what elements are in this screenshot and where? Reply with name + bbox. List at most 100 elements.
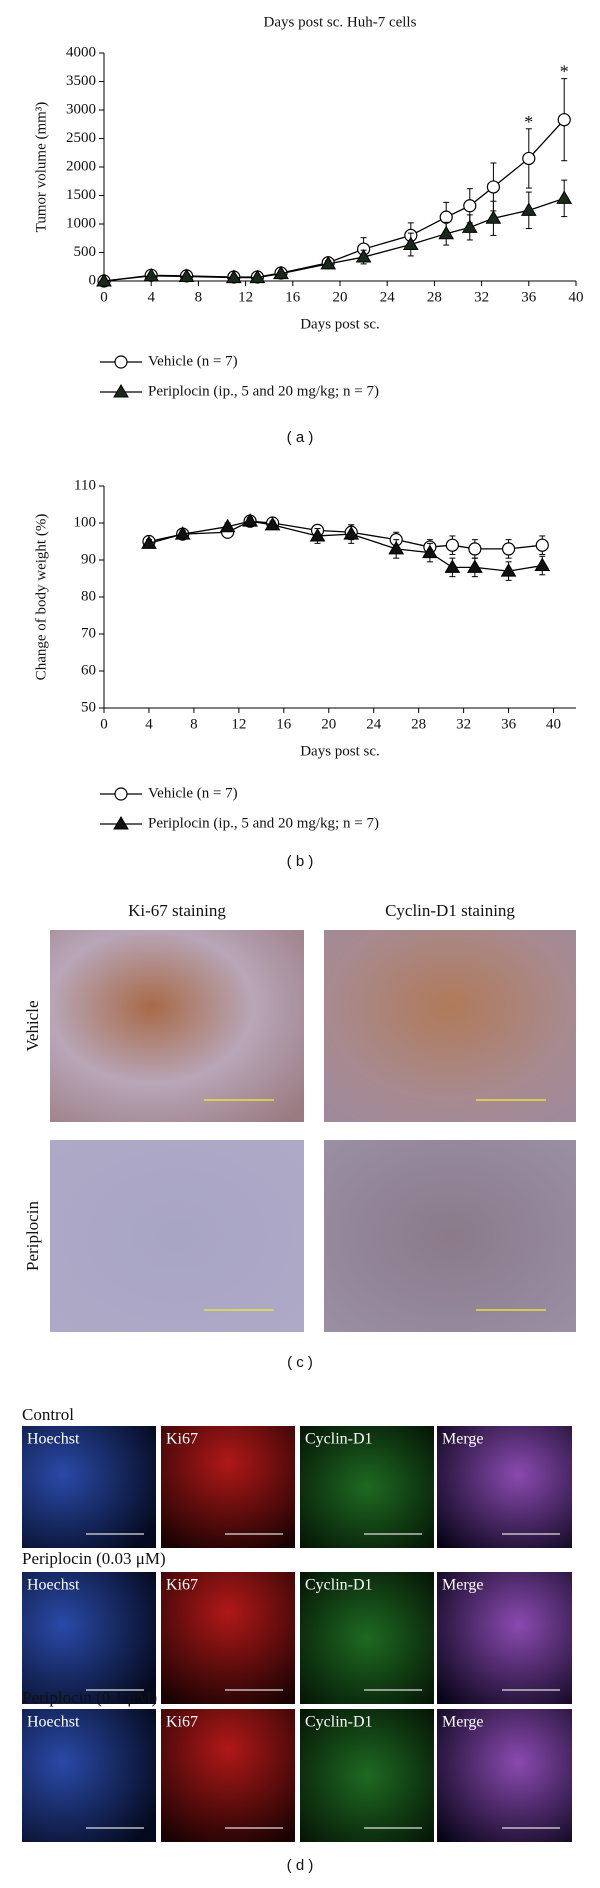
marker: [557, 113, 571, 127]
marker: [225, 269, 242, 284]
x-tick-label: 24: [366, 716, 382, 732]
panel-label: ( d ): [287, 1857, 314, 1874]
x-tick-label: 0: [100, 716, 108, 732]
marker: [249, 269, 266, 284]
marker: [388, 540, 405, 555]
chart-title: Days post sc. Huh-7 cells: [264, 14, 417, 30]
x-tick-label: 36: [521, 289, 537, 305]
channel-label: Merge: [442, 1714, 483, 1731]
row-label: Periplocin: [23, 1201, 42, 1271]
x-tick-label: 12: [231, 716, 246, 732]
condition-label: Periplocin (0.03 μM): [22, 1549, 166, 1568]
micrograph: [50, 1140, 304, 1332]
channel-label: Ki67: [166, 1431, 198, 1448]
x-tick-label: 4: [147, 289, 155, 305]
annotation: *: [524, 112, 533, 132]
x-tick-label: 16: [276, 716, 292, 732]
channel-label: Merge: [442, 1431, 483, 1448]
y-tick-label: 110: [74, 477, 96, 493]
x-tick-label: 28: [411, 716, 426, 732]
marker: [445, 538, 459, 552]
marker: [466, 559, 483, 573]
x-tick-label: 24: [380, 289, 396, 305]
fluorescence-image: [161, 1709, 295, 1842]
y-tick-label: 4000: [66, 44, 96, 60]
x-tick-label: 32: [456, 716, 471, 732]
x-tick-label: 4: [145, 716, 153, 732]
marker: [534, 557, 551, 572]
marker: [242, 513, 258, 527]
legend-label: Vehicle (n = 7): [148, 785, 238, 801]
fluorescence-image: [161, 1426, 295, 1548]
channel-label: Cyclin-D1: [305, 1577, 373, 1594]
fluorescence-image: [22, 1709, 156, 1842]
marker: [219, 518, 236, 533]
y-tick-label: 1000: [66, 215, 96, 231]
fluorescence-image: [22, 1572, 156, 1704]
y-tick-label: 50: [81, 699, 96, 715]
y-tick-label: 500: [74, 244, 97, 260]
marker: [500, 563, 517, 577]
channel-label: Hoechst: [27, 1431, 80, 1448]
channel-label: Hoechst: [27, 1714, 80, 1731]
legend-label: Periplocin (ip., 5 and 20 mg/kg; n = 7): [148, 815, 379, 831]
y-tick-label: 1500: [66, 187, 96, 203]
legend-marker: [113, 816, 129, 830]
condition-label: Control: [22, 1405, 74, 1424]
marker: [486, 180, 500, 194]
marker: [535, 538, 549, 552]
x-tick-label: 8: [190, 716, 198, 732]
fluorescence-image: [300, 1426, 434, 1548]
marker: [402, 236, 419, 251]
legend-marker: [113, 384, 129, 398]
fluorescence-image: [161, 1572, 295, 1704]
marker: [422, 544, 438, 559]
marker: [273, 265, 289, 280]
x-tick-label: 40: [569, 289, 584, 305]
y-tick-label: 2500: [66, 130, 96, 146]
condition-label: Periplocin (0.1 μM): [22, 1688, 157, 1707]
marker: [520, 202, 537, 216]
fluorescence-image: [22, 1426, 156, 1548]
y-tick-label: 90: [81, 551, 96, 567]
fluorescence-image: [300, 1709, 434, 1842]
channel-label: Cyclin-D1: [305, 1431, 373, 1448]
y-tick-label: 2000: [66, 158, 96, 174]
panel-label: ( b ): [287, 853, 314, 870]
channel-label: Ki67: [166, 1577, 198, 1594]
marker: [141, 535, 157, 549]
fluorescence-image: [300, 1572, 434, 1704]
marker: [96, 273, 112, 287]
marker: [556, 190, 573, 204]
micrograph: [324, 930, 576, 1122]
x-tick-label: 0: [100, 289, 108, 305]
channel-label: Hoechst: [27, 1577, 80, 1594]
marker: [468, 542, 482, 556]
x-axis-label: Days post sc.: [300, 743, 380, 759]
y-tick-label: 80: [81, 588, 96, 604]
y-axis-label: Tumor volume (mm³): [33, 102, 49, 233]
series-line: [103, 119, 565, 282]
channel-label: Cyclin-D1: [305, 1714, 373, 1731]
marker: [264, 516, 281, 531]
x-tick-label: 8: [195, 289, 203, 305]
fluorescence-image: [437, 1709, 572, 1842]
micrograph: [324, 1140, 576, 1332]
marker: [355, 249, 372, 263]
y-tick-label: 100: [74, 514, 97, 530]
x-tick-label: 12: [238, 289, 253, 305]
x-tick-label: 32: [474, 289, 489, 305]
marker: [439, 210, 453, 224]
x-tick-label: 40: [546, 716, 561, 732]
marker: [320, 255, 337, 270]
legend-marker: [114, 787, 128, 801]
marker: [485, 210, 502, 224]
y-tick-label: 3000: [66, 101, 96, 117]
x-axis-label: Days post sc.: [300, 316, 380, 332]
fluorescence-image: [437, 1426, 572, 1548]
panel-label: ( c ): [287, 1354, 313, 1371]
marker: [143, 267, 160, 282]
marker: [438, 225, 455, 240]
